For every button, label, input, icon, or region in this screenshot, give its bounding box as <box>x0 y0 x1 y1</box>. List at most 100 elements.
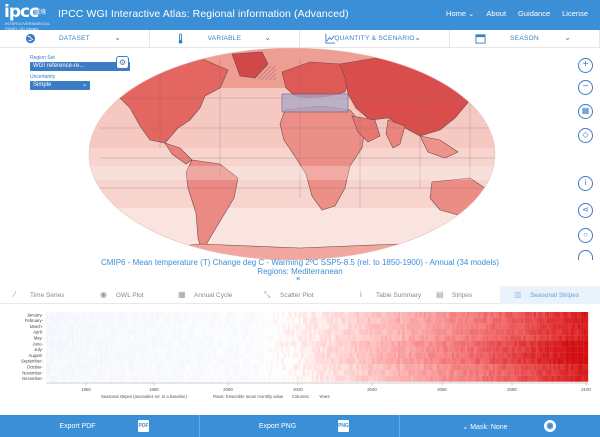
stripe-cell <box>233 323 237 330</box>
settings-gear-button[interactable]: ⚙ <box>116 56 129 69</box>
stripe-cell <box>402 364 405 371</box>
stripe-cell <box>402 312 405 318</box>
export-pdf-button[interactable]: Export PDF PDF <box>0 415 200 437</box>
stripe-cell <box>415 341 418 347</box>
export-png-button[interactable]: Export PNG PNG <box>200 415 400 437</box>
season-selector[interactable]: SEASON ⌄ <box>450 30 600 48</box>
tag-button[interactable]: ◇ <box>578 128 593 143</box>
tab-annual-cycle[interactable]: ▦ Annual Cycle <box>164 286 250 304</box>
stripe-cell <box>523 375 526 382</box>
stripe-cell <box>214 352 217 359</box>
tab-seasonal-stripes[interactable]: ▥ Seasonal Stripes <box>500 286 600 304</box>
stripe-cell <box>432 341 435 347</box>
stripe-cell <box>225 358 228 365</box>
variable-selector[interactable]: VARIABLE ⌄ <box>150 30 300 48</box>
map-panel[interactable]: Region Set WGI reference-re...⌄ Uncertai… <box>0 48 600 260</box>
stripe-cell <box>467 375 470 382</box>
stripe-cell <box>510 317 513 324</box>
stripe-cell <box>544 335 548 342</box>
stripe-cell <box>56 323 60 330</box>
stripe-cell <box>197 352 200 359</box>
tab-table-summary[interactable]: i Table Summary <box>336 286 422 304</box>
stripe-cell <box>527 335 530 342</box>
stripe-cell <box>253 370 256 376</box>
more-button[interactable] <box>578 250 593 260</box>
zoom-in-button[interactable]: + <box>578 58 593 73</box>
ipcc-logo[interactable]: ipcc 環境 INTERGOVERNMENTAL PANEL ON clima… <box>4 2 52 36</box>
stripe-cell <box>58 364 62 371</box>
stripe-cell <box>318 329 321 336</box>
mask-selector[interactable]: ⌄ Mask: None ◉ <box>400 415 600 437</box>
tab-gwl-plot[interactable]: ◉ GWL Plot <box>86 286 164 304</box>
stripe-cell <box>220 352 224 359</box>
tab-stripes[interactable]: ▤ Stripes <box>422 286 500 304</box>
stripe-cell <box>54 352 57 359</box>
stripe-cell <box>575 317 578 324</box>
stripe-cell <box>404 317 407 324</box>
nav-home[interactable]: Home ⌄ <box>446 9 474 18</box>
stripe-cell <box>521 364 524 371</box>
nav-about[interactable]: About <box>486 9 507 18</box>
quantity-scenario-selector[interactable]: QUANTITY & SCENARIO ⌄ <box>300 30 450 48</box>
stripe-cell <box>292 329 295 336</box>
stripe-cell <box>369 323 373 330</box>
stripe-cell <box>264 370 267 376</box>
info-button[interactable]: i <box>578 176 593 191</box>
nav-guidance[interactable]: Guidance <box>518 9 551 18</box>
stripe-cell <box>380 375 384 382</box>
world-map[interactable] <box>0 48 600 260</box>
stripe-cell <box>166 323 170 330</box>
stripe-cell <box>536 352 539 359</box>
stripe-cell <box>279 329 282 336</box>
uncertainty-select[interactable]: Simple ⌄ <box>30 81 90 90</box>
stripe-cell <box>104 375 107 382</box>
stripe-cell <box>391 341 394 347</box>
stripe-cell <box>575 346 578 353</box>
stripe-cell <box>439 341 442 347</box>
dataset-selector[interactable]: DATASET ⌄ <box>0 30 150 48</box>
stripe-cell <box>212 317 215 324</box>
stripe-cell <box>56 352 60 359</box>
stripe-cell <box>65 346 68 353</box>
map-button[interactable]: ▦ <box>578 104 593 119</box>
stripe-cell <box>52 323 55 330</box>
stripe-cell <box>149 317 152 324</box>
stripe-cell <box>499 375 502 382</box>
stripe-cell <box>322 364 325 371</box>
stripe-cell <box>270 375 273 382</box>
stripe-cell <box>108 335 111 342</box>
stripe-cell <box>585 370 589 376</box>
nav-license[interactable]: License <box>562 9 588 18</box>
stripe-cell <box>562 317 565 324</box>
stripe-cell <box>516 335 520 342</box>
tab-time-series[interactable]: ⁄ Time Series <box>0 286 86 304</box>
stripe-cell <box>415 364 418 371</box>
stripe-cell <box>454 370 457 376</box>
stripe-cell <box>339 335 342 342</box>
stripe-cell <box>89 317 92 324</box>
hamburger-menu-icon[interactable]: ≡ <box>296 276 301 283</box>
stripe-cell <box>430 346 433 353</box>
stripe-cell <box>505 364 509 371</box>
stripe-cell <box>445 364 448 371</box>
stripe-cell <box>192 312 196 318</box>
mediterranean-region-highlight[interactable] <box>281 93 349 113</box>
stripe-cell <box>91 375 94 382</box>
stripe-cell <box>210 323 213 330</box>
stripe-cell <box>512 370 515 376</box>
region-set-select[interactable]: WGI reference-re...⌄ <box>30 62 130 71</box>
stripe-cell <box>80 317 83 324</box>
stripe-cell <box>559 346 563 353</box>
stripe-cell <box>216 358 219 365</box>
stripe-cell <box>415 375 418 382</box>
help-button[interactable]: ○ <box>578 228 593 243</box>
tab-scatter-plot[interactable]: ⤡ Scatter Plot <box>250 286 336 304</box>
stripe-cell <box>110 341 114 347</box>
stripe-cell <box>138 364 142 371</box>
stripe-cell <box>546 312 550 318</box>
zoom-out-button[interactable]: − <box>578 80 593 95</box>
stripe-cell <box>443 341 446 347</box>
stripe-cell <box>171 346 174 353</box>
stripe-cell <box>203 341 206 347</box>
share-button[interactable]: ⋖ <box>578 203 593 218</box>
